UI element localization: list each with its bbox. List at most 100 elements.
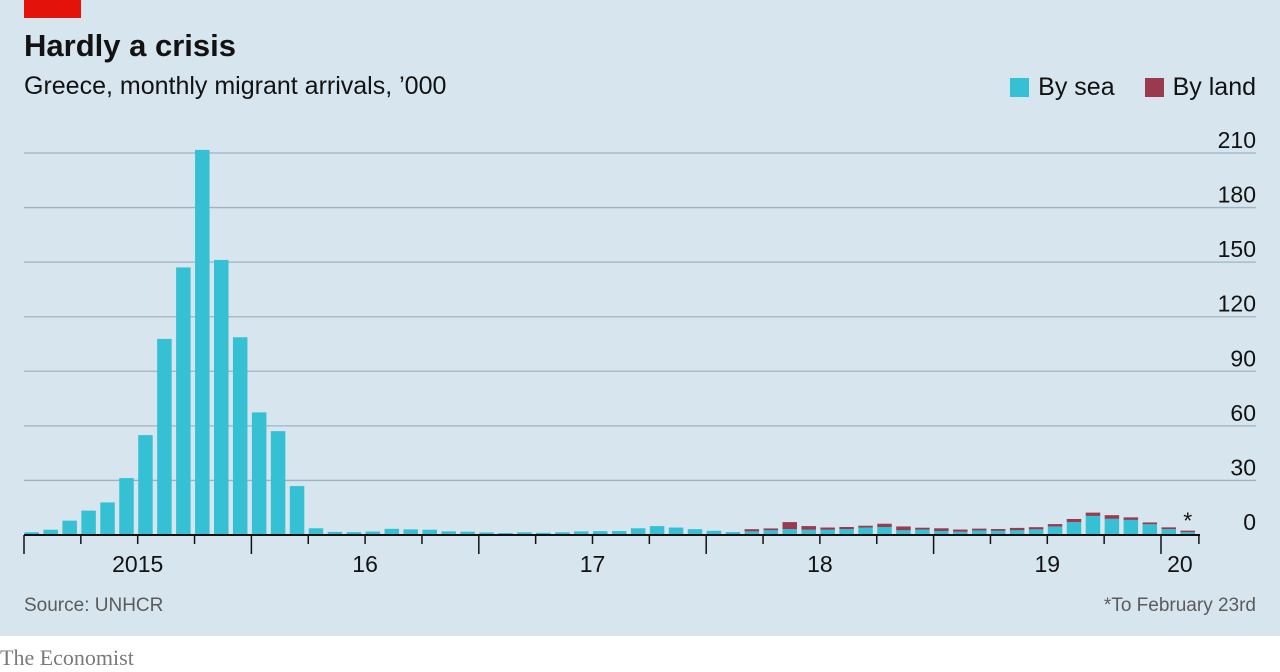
annotation-asterisk: * — [1183, 508, 1192, 534]
bar-by-land — [839, 526, 854, 530]
x-tick-label: 19 — [1035, 551, 1061, 577]
bar-by-sea — [479, 532, 494, 535]
bar-by-sea — [1142, 524, 1158, 535]
bar-by-land — [1047, 524, 1063, 527]
bar-by-land — [1123, 517, 1139, 520]
bar-by-sea — [574, 531, 589, 535]
bar-by-land — [1104, 515, 1120, 519]
bar-by-sea — [62, 520, 77, 535]
chart-subtitle: Greece, monthly migrant arrivals, ’000 — [24, 72, 447, 100]
bar-by-land — [1009, 527, 1025, 531]
bar-by-sea — [24, 532, 39, 535]
bar-by-sea — [346, 532, 362, 535]
annotations: * — [1183, 508, 1192, 534]
bar-by-land — [1028, 527, 1044, 530]
bar-chart: 0 30 60 90 120 150 180 210 2015 16 17 18 19 20 * — [23, 127, 1256, 577]
bar-by-land — [763, 528, 779, 531]
x-tick-label: 16 — [352, 551, 378, 577]
bar-by-sea — [460, 531, 475, 535]
footnote: *To February 23rd — [1103, 595, 1256, 616]
bar-by-sea — [706, 530, 722, 535]
bar-by-sea — [820, 529, 835, 535]
bar-by-sea — [1180, 532, 1195, 535]
bar-by-sea — [1161, 529, 1176, 535]
legend-label-by-land: By land — [1172, 73, 1256, 101]
legend-item-by-land: By land — [1144, 73, 1256, 102]
bar-by-sea — [877, 526, 892, 535]
bar-by-sea — [441, 531, 456, 535]
bar-by-sea — [972, 530, 987, 535]
y-tick-label: 210 — [1218, 127, 1256, 153]
bar-by-sea — [214, 259, 229, 535]
bar-by-sea — [251, 412, 267, 535]
legend: By sea By land — [1010, 73, 1256, 102]
bar-by-sea — [384, 528, 400, 535]
bar-by-sea — [611, 530, 627, 535]
bar-by-land — [1180, 530, 1195, 533]
bars — [24, 149, 1195, 535]
bar-by-land — [896, 526, 911, 531]
bar-by-sea — [1028, 529, 1044, 535]
bar-by-land — [1085, 512, 1101, 516]
bar-by-land — [990, 528, 1006, 531]
y-tick-label: 60 — [1230, 400, 1256, 426]
bar-by-sea — [782, 529, 797, 535]
bar-by-sea — [43, 529, 58, 535]
bar-by-sea — [839, 529, 854, 535]
bar-by-sea — [649, 526, 665, 535]
x-tick-label: 18 — [807, 551, 833, 577]
bar-by-sea — [1066, 522, 1082, 535]
bar-by-sea — [934, 530, 949, 535]
bar-by-sea — [896, 530, 911, 535]
bar-by-land — [953, 529, 968, 532]
bar-by-sea — [81, 510, 96, 535]
bar-by-sea — [858, 527, 873, 535]
bar-by-sea — [403, 529, 418, 535]
y-tick-label: 150 — [1218, 236, 1256, 262]
brand-logo-text: The Economist — [0, 645, 134, 670]
bar-by-sea — [517, 532, 532, 535]
bar-by-sea — [365, 531, 381, 535]
bar-by-sea — [119, 478, 134, 535]
bar-by-land — [1161, 527, 1176, 530]
x-tick-label: 2015 — [112, 551, 163, 577]
y-tick-label: 30 — [1230, 454, 1256, 480]
bar-by-land — [1066, 518, 1082, 523]
bar-by-sea — [100, 502, 115, 535]
bar-by-sea — [763, 530, 779, 535]
bar-by-sea — [555, 532, 570, 535]
y-tick-label: 180 — [1218, 182, 1256, 208]
bar-by-sea — [801, 529, 816, 535]
bar-by-sea — [536, 532, 551, 535]
x-tick-label: 17 — [580, 551, 606, 577]
bar-by-land — [877, 523, 892, 527]
bar-by-land — [934, 528, 949, 531]
y-tick-label: 0 — [1243, 509, 1256, 535]
bar-by-sea — [270, 431, 286, 535]
bar-by-sea — [1009, 530, 1025, 535]
bar-by-land — [1142, 522, 1158, 525]
chart-title: Hardly a crisis — [24, 28, 236, 63]
bar-by-land — [820, 527, 835, 530]
bar-by-sea — [289, 486, 305, 535]
bar-by-sea — [176, 267, 191, 535]
bar-by-land — [744, 529, 760, 532]
bar-by-sea — [1085, 515, 1101, 535]
bar-by-sea — [744, 531, 760, 535]
bar-by-sea — [157, 338, 172, 535]
bar-by-sea — [1104, 518, 1120, 535]
legend-item-by-sea: By sea — [1010, 73, 1115, 102]
bar-by-sea — [687, 529, 703, 535]
bar-by-land — [782, 522, 797, 530]
bar-by-sea — [630, 528, 646, 535]
bar-by-sea — [498, 532, 513, 535]
bar-by-land — [858, 525, 873, 528]
y-tick-label: 120 — [1218, 291, 1256, 317]
x-tick-label: 20 — [1167, 551, 1193, 577]
bar-by-sea — [593, 531, 608, 535]
bar-by-land — [801, 526, 816, 530]
x-axis: 2015 16 17 18 19 20 — [23, 534, 1200, 577]
brand-red-tag — [24, 0, 81, 18]
bar-by-sea — [195, 149, 210, 535]
source-note: Source: UNHCR — [24, 595, 164, 616]
